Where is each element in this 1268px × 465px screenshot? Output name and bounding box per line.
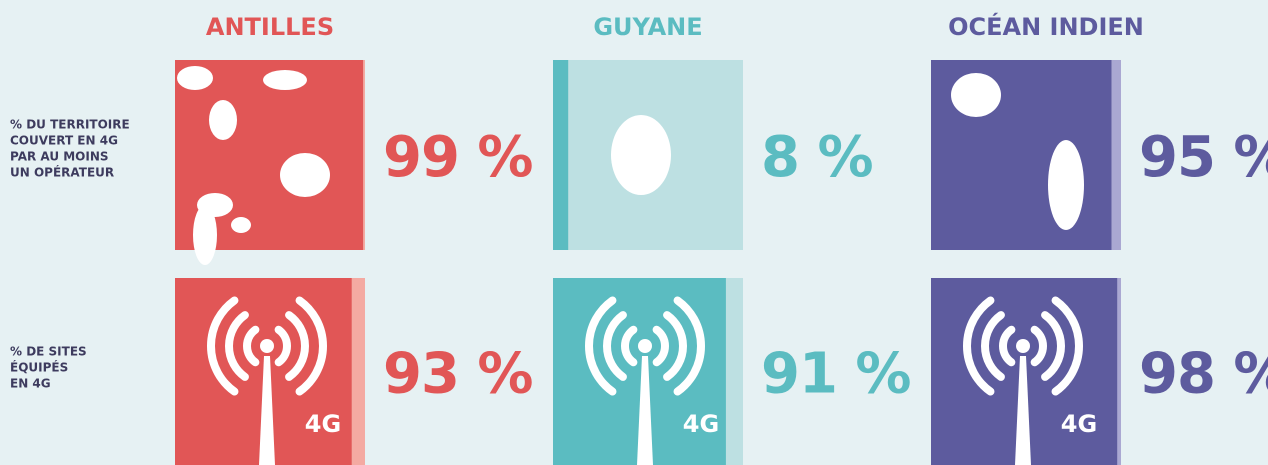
percent-label: 93 %: [383, 342, 533, 407]
row-label: % DU TERRITOIRE: [10, 118, 130, 132]
signal-arc: [1030, 325, 1047, 367]
icon-label: 4G: [1061, 410, 1097, 438]
antenna-mast: [637, 356, 653, 465]
signal-arc: [673, 296, 705, 396]
map-shape: [231, 217, 251, 233]
antenna-dot: [1016, 339, 1030, 353]
signal-arc: [207, 296, 239, 396]
icon-label: 4G: [305, 410, 341, 438]
row-label: UN OPÉRATEUR: [10, 165, 114, 180]
signal-arc: [963, 296, 995, 396]
signal-arc: [621, 325, 638, 367]
signal-arc: [1051, 296, 1083, 396]
percent-label: 99 %: [383, 125, 533, 190]
percent-label: 95 %: [1139, 125, 1268, 190]
map-shape: [263, 70, 307, 90]
signal-arc: [243, 325, 260, 367]
signal-arc: [285, 311, 309, 381]
percent-label: 8 %: [761, 125, 873, 190]
signal-arc: [652, 325, 669, 367]
region-title: OCÉAN INDIEN: [948, 12, 1144, 41]
signal-arc: [585, 296, 617, 396]
map-shape: [193, 205, 217, 265]
signal-arc: [295, 296, 327, 396]
signal-arc: [274, 325, 291, 367]
map-shape: [951, 73, 1001, 117]
antenna-dot: [638, 339, 652, 353]
signal-arc: [663, 311, 687, 381]
signal-arc: [1041, 311, 1065, 381]
signal-arc: [999, 325, 1016, 367]
icon-label: 4G: [683, 410, 719, 438]
row-label: PAR AU MOINS: [10, 150, 109, 164]
map-shape: [611, 115, 671, 195]
row-label: ÉQUIPÉS: [10, 360, 68, 375]
bar-fill: [553, 60, 569, 250]
map-shape: [177, 66, 213, 90]
signal-arc: [603, 311, 627, 381]
row-label: % DE SITES: [10, 345, 87, 359]
region-title: GUYANE: [593, 13, 702, 41]
antenna-mast: [1015, 356, 1031, 465]
signal-arc: [225, 311, 249, 381]
region-title: ANTILLES: [206, 13, 334, 41]
map-shape: [209, 100, 237, 140]
map-shape: [280, 153, 330, 197]
row-label: EN 4G: [10, 377, 51, 391]
map-shape: [1048, 140, 1084, 230]
row-label: COUVERT EN 4G: [10, 134, 118, 148]
antenna-mast: [259, 356, 275, 465]
percent-label: 91 %: [761, 342, 911, 407]
signal-arc: [981, 311, 1005, 381]
percent-label: 98 %: [1139, 342, 1268, 407]
antenna-dot: [260, 339, 274, 353]
